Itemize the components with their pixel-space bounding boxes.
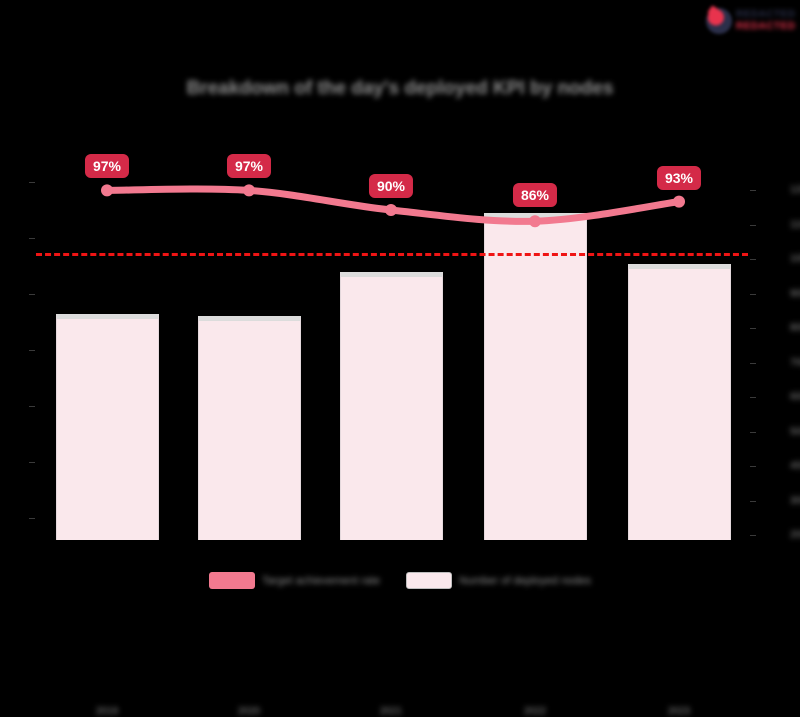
line-marker-2019 xyxy=(101,184,113,197)
data-label-2022: 86% xyxy=(512,183,558,208)
bar-2021 xyxy=(339,272,443,540)
data-label-2020: 97% xyxy=(226,154,272,179)
legend-swatch-bar xyxy=(405,572,452,589)
y-right-tick-mark xyxy=(750,466,756,467)
y-left-tick-mark xyxy=(29,518,35,519)
y-left-tick-mark xyxy=(29,406,35,407)
data-label-2019: 97% xyxy=(84,154,130,179)
target-threshold-line xyxy=(36,253,748,256)
logo-wordmark: REDACTED REDACTED xyxy=(736,10,796,32)
page-title-text: Breakdown of the day's deployed KPI by n… xyxy=(186,78,614,99)
y-right-tick-label: 800 xyxy=(790,322,800,334)
logo-wordmark-line2: REDACTED xyxy=(736,21,796,32)
y-right-tick-mark xyxy=(750,293,756,295)
y-right-tick-label: 1100 xyxy=(790,219,800,230)
chart-plot-area: 100%90%80%70%60%50%40% 12001100100090080… xyxy=(29,154,800,717)
y-right-tick-label: 300 xyxy=(790,495,800,506)
y-right-tick-mark xyxy=(750,535,756,536)
logo-wordmark-line1: REDACTED xyxy=(736,9,796,20)
y-right-tick-mark xyxy=(750,500,756,502)
y-left-tick-mark xyxy=(29,294,35,295)
y-right-tick-mark xyxy=(750,259,756,260)
logo-mark-icon xyxy=(706,8,732,34)
legend-item-2[interactable]: Number of deployed nodes xyxy=(405,572,592,589)
line-marker-2020 xyxy=(243,184,255,197)
y-right-tick-label: 1000 xyxy=(790,253,800,265)
line-marker-2021 xyxy=(385,204,397,216)
legend-item-1[interactable]: Target achievement rate xyxy=(208,572,380,589)
y-right-tick-mark xyxy=(750,362,756,364)
line-marker-2023 xyxy=(673,195,685,208)
data-label-2021: 90% xyxy=(368,174,414,198)
y-right-tick-label: 900 xyxy=(790,288,800,299)
x-axis-label-2023: 2023 xyxy=(667,706,691,717)
brand-logo: REDACTED REDACTED xyxy=(706,4,798,38)
y-right-tick-label: 500 xyxy=(790,426,800,437)
bar-2023 xyxy=(627,264,731,540)
x-axis-label-2020: 2020 xyxy=(237,706,261,717)
y-right-tick-label: 1200 xyxy=(790,184,800,196)
y-right-tick-label: 700 xyxy=(790,357,800,368)
y-right-tick-mark xyxy=(750,397,756,398)
y-right-tick-mark xyxy=(750,190,756,191)
page-title: Breakdown of the day's deployed KPI by n… xyxy=(0,78,800,100)
x-axis-label-2021: 2021 xyxy=(379,706,403,717)
y-right-tick-mark xyxy=(750,328,756,329)
y-left-tick-mark xyxy=(29,350,35,351)
line-markers xyxy=(101,184,685,228)
bar-2019 xyxy=(55,314,159,540)
legend-label: Target achievement rate xyxy=(261,574,380,587)
chart-legend: Target achievement rate Number of deploye… xyxy=(0,572,800,589)
y-left-tick-mark xyxy=(29,238,35,239)
x-axis-label-2019: 2019 xyxy=(95,706,119,717)
y-right-tick-label: 400 xyxy=(790,460,800,472)
x-axis-label-2022: 2022 xyxy=(523,706,547,717)
bar-2020 xyxy=(197,316,301,540)
y-right-tick-label: 600 xyxy=(790,391,800,403)
legend-label: Number of deployed nodes xyxy=(458,574,592,587)
line-series xyxy=(101,184,685,228)
line-marker-2022 xyxy=(529,215,541,228)
y-right-tick-label: 200 xyxy=(790,529,800,541)
y-left-tick-mark xyxy=(29,182,35,183)
y-right-tick-mark xyxy=(750,431,756,433)
legend-swatch-line xyxy=(208,572,255,589)
data-label-2023: 93% xyxy=(656,165,702,190)
y-left-tick-mark xyxy=(29,462,35,463)
y-right-tick-mark xyxy=(750,224,756,226)
